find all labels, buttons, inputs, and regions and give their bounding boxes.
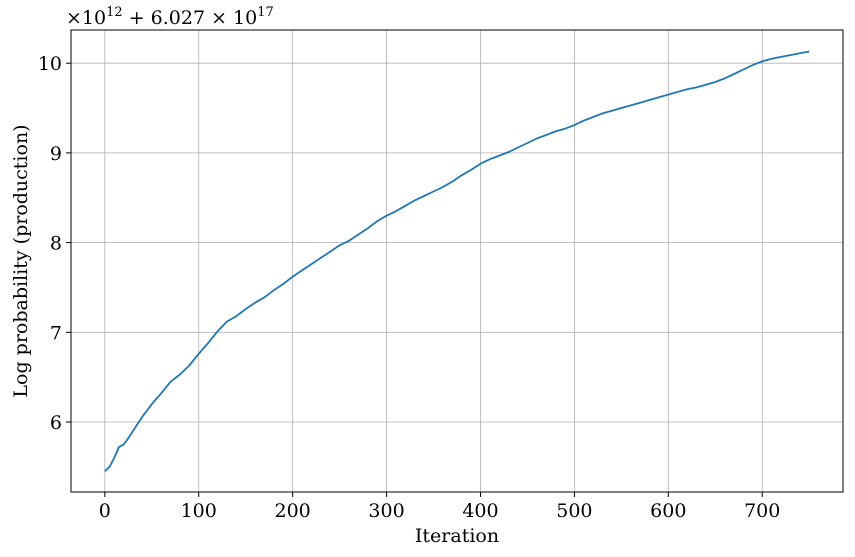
x-tick-label: 500: [556, 500, 592, 522]
offset-middle: + 6.027 × 10: [123, 7, 258, 29]
x-tick-label: 200: [275, 500, 311, 522]
x-tick-label: 400: [462, 500, 498, 522]
y-tick-label: 10: [38, 53, 62, 75]
x-tick-label: 300: [368, 500, 404, 522]
x-axis-label: Iteration: [415, 525, 499, 547]
y-axis-label: Log probability (production): [10, 124, 32, 397]
x-tick-label: 100: [181, 500, 217, 522]
y-tick-label: 6: [50, 412, 62, 434]
offset-exponent-2: 17: [257, 5, 274, 20]
y-tick-label: 8: [50, 233, 62, 255]
axis-offset-label: ×1012 + 6.027 × 1017: [66, 5, 274, 29]
x-tick-label: 700: [744, 500, 780, 522]
y-tick-label: 7: [50, 322, 62, 344]
y-tick-label: 9: [50, 143, 62, 165]
plot-frame: [70, 29, 844, 493]
x-tick-label: 600: [650, 500, 686, 522]
offset-exponent-1: 12: [106, 5, 123, 20]
series-layer: [104, 50, 810, 473]
x-tick-label: 0: [99, 500, 111, 522]
series-line: [104, 50, 810, 473]
offset-prefix: ×10: [66, 7, 106, 29]
grid: [71, 30, 843, 492]
ticks: 0 100 200 300 400 500 600 700 6 7 8 9 10: [38, 53, 781, 522]
